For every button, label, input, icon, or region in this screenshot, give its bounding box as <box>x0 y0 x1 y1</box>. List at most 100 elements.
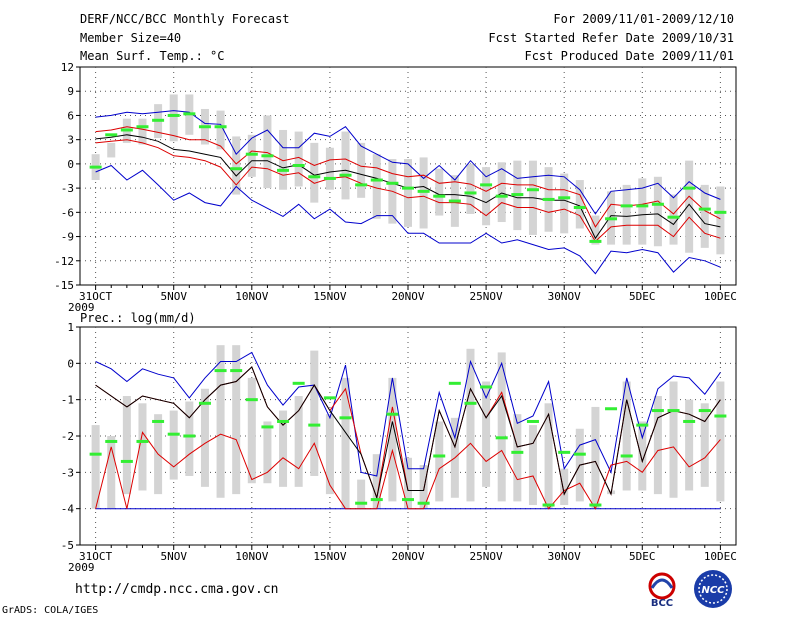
panel2-spread-box <box>325 414 334 495</box>
panel1-observed-marker <box>651 202 664 206</box>
panel1-observed-marker <box>589 239 602 243</box>
panel2-x-tick-label: 10DEC <box>704 550 737 563</box>
website-url[interactable]: http://cmdp.ncc.cma.gov.cn <box>75 582 279 597</box>
panel1-y-tick-label: 6 <box>67 109 74 122</box>
panel1-y-tick-label: -15 <box>54 279 74 292</box>
panel2-observed-marker <box>667 409 680 413</box>
panel1-spread-box <box>325 147 334 190</box>
bcc-logo-swirl <box>650 578 674 589</box>
panel2-spread-box <box>482 381 491 487</box>
chart-title: DERF/NCC/BCC Monthly Forecast <box>80 12 290 26</box>
panel1-spread-box <box>310 142 319 203</box>
panel2-observed-marker <box>589 503 602 507</box>
panel1-x-tick-label: 30NOV <box>548 290 581 303</box>
panel1-spread-box <box>138 118 147 145</box>
panel1-observed-marker <box>105 133 118 137</box>
panel2-spread-box <box>404 457 412 509</box>
panel1-observed-marker <box>683 186 696 190</box>
panel2-x-tick-label: 20NOV <box>391 550 424 563</box>
panel2-observed-marker <box>167 432 180 436</box>
panel2-observed-marker <box>464 401 477 405</box>
bcc-logo: BCC <box>648 572 676 608</box>
panel2-spread-box <box>638 421 647 491</box>
panel1-spread-box <box>279 129 288 190</box>
panel1-spread-box <box>669 194 678 245</box>
panel1-observed-marker <box>89 165 102 169</box>
member-size-label: Member Size=40 <box>80 31 182 45</box>
panel2-spread-box <box>716 381 725 502</box>
panel1-observed-marker <box>198 125 211 129</box>
panel2-observed-marker <box>558 450 571 454</box>
panel1-spread-box <box>341 131 350 200</box>
panel1-spread-box <box>685 160 694 253</box>
panel1-observed-marker <box>245 152 258 156</box>
panel1-x-tick-label: 5DEC <box>629 290 656 303</box>
panel1-x-tick-label: 10NOV <box>235 290 268 303</box>
panel2-observed-marker <box>292 381 305 385</box>
panel1-x-tick-label: 20NOV <box>391 290 424 303</box>
panel1-observed-marker <box>277 168 290 172</box>
panel1-observed-marker <box>120 128 133 132</box>
panel1-observed-marker <box>214 125 227 129</box>
forecast-period: For 2009/11/01-2009/12/10 <box>553 12 734 26</box>
panel2-observed-marker <box>136 439 149 443</box>
panel1-y-tick-label: 12 <box>61 61 74 74</box>
panel1-observed-marker <box>323 176 336 180</box>
panel2-observed-marker <box>214 369 227 373</box>
panel1-spread-box <box>700 184 709 248</box>
panel1-spread-box <box>169 94 178 142</box>
panel2-observed-marker <box>480 385 493 389</box>
panel1-y-tick-label: -6 <box>61 206 74 219</box>
panel2-spread-box <box>685 399 694 491</box>
panel2-spread-box <box>216 345 225 498</box>
panel2-observed-marker <box>245 398 258 402</box>
panel2-observed-marker <box>620 454 633 458</box>
ncc-logo: NCC <box>694 570 732 608</box>
panel2-spread-box <box>544 403 553 509</box>
panel2-y-tick-label: 0 <box>67 357 74 370</box>
panel1-year-label: 2009 <box>68 301 95 314</box>
panel1-y-tick-label: 3 <box>67 134 74 147</box>
panel2-observed-marker <box>183 434 196 438</box>
panel2-observed-marker <box>448 381 461 385</box>
panel2-spread-box <box>122 396 131 495</box>
panel1-spread-box <box>482 167 491 226</box>
panel1-spread-box <box>653 176 662 247</box>
panel1-spread-box <box>497 162 506 223</box>
panel1-observed-marker <box>230 167 243 171</box>
panel2-spread-box <box>169 410 178 480</box>
panel2-observed-marker <box>105 439 118 443</box>
panel2-spread-box <box>497 352 506 502</box>
panel2-x-tick-label: 5NOV <box>160 550 187 563</box>
panel2-x-tick-label: 25NOV <box>470 550 503 563</box>
panel2-observed-marker <box>355 501 368 505</box>
panel2-observed-marker <box>323 396 336 400</box>
grads-credit: GrADS: COLA/IGES <box>2 605 99 616</box>
panel1-observed-marker <box>355 183 368 187</box>
panel2-observed-marker <box>714 414 727 418</box>
panel2-observed-marker <box>526 419 539 423</box>
panel1-spread-box <box>247 134 256 177</box>
panel2-observed-marker <box>120 459 133 463</box>
panel2-observed-marker <box>605 407 618 411</box>
panel1-observed-marker <box>433 194 446 198</box>
panel1-observed-marker <box>464 191 477 195</box>
panel1-spread-box <box>591 215 600 245</box>
panel2-observed-marker <box>511 450 524 454</box>
panel2-spread-box <box>388 377 397 502</box>
panel1-max-line <box>95 110 721 215</box>
panel1-observed-marker <box>495 194 508 198</box>
panel2-y-tick-label: -1 <box>61 394 74 407</box>
panel2-observed-marker <box>433 454 446 458</box>
panel1-observed-marker <box>402 186 414 190</box>
panel2-spread-box <box>622 381 631 491</box>
panel1-observed-marker <box>308 175 321 179</box>
forecast-start-date: Fcst Started Refer Date 2009/10/31 <box>488 31 734 45</box>
panel1-spread-box <box>716 186 725 255</box>
panel2-observed-marker <box>683 419 696 423</box>
panel2-x-tick-label: 5DEC <box>629 550 656 563</box>
panel2-observed-marker <box>308 423 321 427</box>
panel2-spread-box <box>528 425 537 506</box>
panel2-spread-box <box>513 414 522 502</box>
panel1-y-tick-label: 0 <box>67 158 74 171</box>
